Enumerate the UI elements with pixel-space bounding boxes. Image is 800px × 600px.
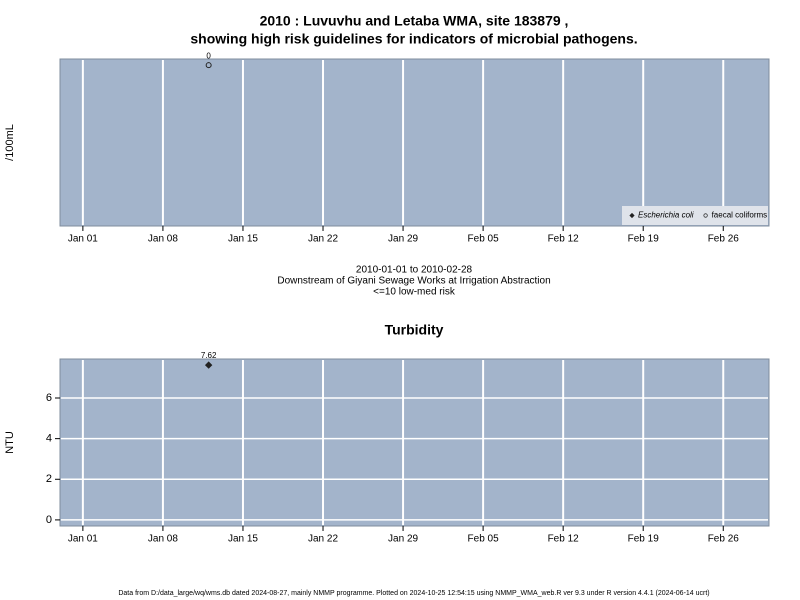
x-tick-label: Jan 01 <box>68 234 98 245</box>
y-axis-label: NTU <box>4 431 16 454</box>
footer: Data from D:/data_large/wq/wms.db dated … <box>118 590 709 597</box>
y-tick-label: 0 <box>46 514 52 526</box>
x-tick-label: Feb 26 <box>708 234 740 245</box>
x-tick-label: Jan 29 <box>388 234 418 245</box>
plot-area <box>59 358 770 527</box>
legend-box <box>622 206 768 225</box>
y-tick-label: 2 <box>46 473 52 485</box>
data-label: 7.62 <box>201 351 217 360</box>
chart-title: showing high risk guidelines for indicat… <box>190 31 637 47</box>
chart-title: Turbidity <box>385 322 444 338</box>
x-tick-label: Feb 05 <box>468 234 500 245</box>
y-tick-label: 4 <box>46 433 52 445</box>
x-tick-label: Jan 15 <box>228 234 258 245</box>
x-tick-label: Feb 26 <box>708 534 740 545</box>
x-tick-label: Jan 22 <box>308 534 338 545</box>
x-tick-label: Feb 19 <box>628 234 660 245</box>
x-tick-label: Jan 01 <box>68 534 98 545</box>
x-tick-label: Feb 12 <box>548 234 580 245</box>
x-tick-label: Feb 05 <box>468 534 500 545</box>
x-tick-label: Feb 12 <box>548 534 580 545</box>
x-tick-label: Jan 15 <box>228 534 258 545</box>
data-point <box>205 62 212 69</box>
legend-marker <box>703 213 708 218</box>
annotation: Downstream of Giyani Sewage Works at Irr… <box>277 276 550 287</box>
legend-label: Escherichia coli <box>638 211 694 220</box>
legend-label: faecal coliforms <box>712 211 768 220</box>
x-tick-label: Jan 08 <box>148 534 178 545</box>
legend-marker <box>629 212 635 219</box>
x-tick-label: Feb 19 <box>628 534 660 545</box>
data-point <box>204 361 213 369</box>
x-tick-label: Jan 29 <box>388 534 418 545</box>
data-label: 0 <box>206 51 211 60</box>
annotation: 2010-01-01 to 2010-02-28 <box>356 265 473 276</box>
x-tick-label: Jan 22 <box>308 234 338 245</box>
plot-area <box>59 58 770 227</box>
x-tick-label: Jan 08 <box>148 234 178 245</box>
chart-title: 2010 : Luvuvhu and Letaba WMA, site 1838… <box>260 13 569 29</box>
y-tick-label: 6 <box>46 392 52 404</box>
annotation: <=10 low-med risk <box>373 287 456 298</box>
y-axis-label: /100mL <box>4 124 16 161</box>
